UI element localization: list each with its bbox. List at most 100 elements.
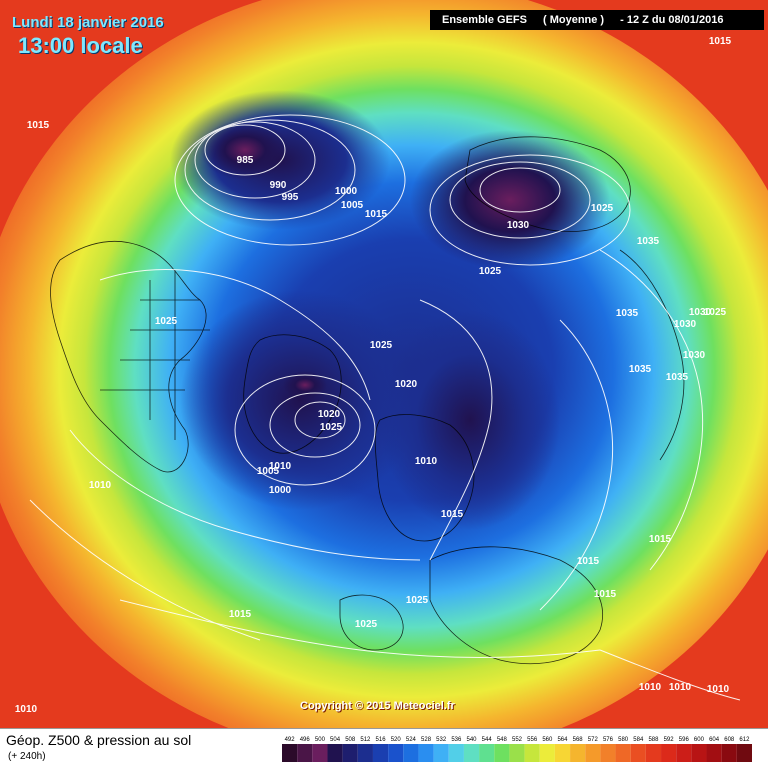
isobar-pressure-label: 1030 — [507, 220, 530, 231]
isobar-pressure-label: 985 — [237, 155, 254, 166]
legend-value-label: 564 — [557, 737, 568, 743]
legend-value-label: 500 — [315, 737, 326, 743]
legend-color-swatch — [706, 744, 722, 762]
isobar-pressure-label: 1035 — [616, 308, 639, 319]
isobar-pressure-label: 1030 — [683, 350, 706, 361]
greenland-trough — [180, 290, 420, 510]
legend-color-swatch — [554, 744, 571, 762]
forecast-hour: (+ 240h) — [8, 751, 46, 762]
map-title: Géop. Z500 & pression au sol — [6, 732, 192, 748]
legend-value-label: 588 — [648, 737, 659, 743]
legend-color-swatch — [585, 744, 601, 762]
legend-value-label: 520 — [391, 737, 402, 743]
legend-value-label: 528 — [421, 737, 432, 743]
legend-value-label: 592 — [664, 737, 675, 743]
legend-color-swatch — [615, 744, 631, 762]
isobar-pressure-label: 1015 — [365, 209, 388, 220]
legend-value-label: 492 — [285, 737, 296, 743]
legend-color-swatch — [418, 744, 434, 762]
isobar-pressure-label: 1025 — [479, 266, 502, 277]
legend-color-swatch — [539, 744, 555, 762]
legend-color-swatch — [312, 744, 328, 762]
legend-value-label: 600 — [694, 737, 705, 743]
legend-value-label: 568 — [573, 737, 584, 743]
isobar-pressure-label: 990 — [270, 180, 287, 191]
isobar-pressure-label: 1010 — [89, 480, 112, 491]
legend-value-label: 556 — [527, 737, 538, 743]
legend-value-label: 532 — [436, 737, 447, 743]
scandinavian-trough — [380, 310, 560, 530]
isobar-pressure-label: 1015 — [27, 120, 50, 131]
legend-value-label: 512 — [360, 737, 371, 743]
legend-value-label: 608 — [724, 737, 735, 743]
map-footer: Géop. Z500 & pression au sol (+ 240h) 49… — [0, 728, 768, 768]
legend-color-swatch — [630, 744, 646, 762]
isobar-pressure-label: 1015 — [441, 509, 464, 520]
legend-color-swatch — [403, 744, 419, 762]
isobar-pressure-label: 1025 — [320, 422, 343, 433]
isobar-pressure-label: 1005 — [341, 200, 364, 211]
legend-value-label: 496 — [300, 737, 311, 743]
legend-color-swatch — [297, 744, 313, 762]
isobar-pressure-label: 1000 — [335, 186, 358, 197]
pacific-vortex — [200, 120, 290, 180]
isobar-pressure-label: 1035 — [666, 372, 689, 383]
model-variant: ( Moyenne ) — [542, 14, 605, 26]
legend-color-swatch — [388, 744, 404, 762]
isobar-pressure-label: 1015 — [649, 534, 672, 545]
isobar-pressure-label: 1025 — [355, 619, 378, 630]
legend-color-swatch — [282, 744, 298, 762]
greenland-vortex — [283, 371, 327, 399]
isobar-pressure-label: 1030 — [689, 307, 712, 318]
isobar-pressure-label: 1025 — [155, 316, 178, 327]
isobar-pressure-label: 1020 — [395, 379, 418, 390]
model-info-box: Ensemble GEFS ( Moyenne ) - 12 Z du 08/0… — [430, 10, 764, 30]
legend-color-swatch — [645, 744, 662, 762]
legend-color-swatch — [524, 744, 540, 762]
legend-value-label: 596 — [679, 737, 690, 743]
legend-value-label: 508 — [345, 737, 356, 743]
isobar-pressure-label: 1025 — [704, 307, 727, 318]
legend-color-swatch — [600, 744, 616, 762]
isobar-pressure-label: 1030 — [674, 319, 697, 330]
isobar-pressure-label: 1025 — [591, 203, 614, 214]
isobar-pressure-label: 1010 — [415, 456, 438, 467]
legend-color-swatch — [691, 744, 707, 762]
isobar-pressure-label: 1010 — [669, 682, 692, 693]
legend-value-label: 540 — [467, 737, 478, 743]
legend-color-swatch — [342, 744, 358, 762]
siberian-vortex — [410, 130, 610, 270]
isobar-pressure-label: 1005 — [257, 466, 280, 477]
legend-value-label: 536 — [451, 737, 462, 743]
isobar-pressure-label: 1000 — [269, 485, 292, 496]
legend-value-label: 584 — [633, 737, 644, 743]
legend-value-label: 604 — [709, 737, 720, 743]
isobar-pressure-label: 1015 — [577, 556, 600, 567]
pressure-labels: 1015985990995100010051015103010251025103… — [15, 36, 732, 715]
legend-color-swatch — [433, 744, 449, 762]
legend-color-swatch — [463, 744, 480, 762]
legend-color-swatch — [448, 744, 464, 762]
legend-color-swatch — [676, 744, 692, 762]
legend-color-swatch — [721, 744, 737, 762]
legend-value-label: 524 — [406, 737, 417, 743]
isobar-pressure-label: 1010 — [15, 704, 38, 715]
model-name: Ensemble GEFS — [442, 14, 527, 26]
copyright-notice: Copyright © 2015 Meteociel.fr — [300, 700, 455, 712]
legend-value-label: 576 — [603, 737, 614, 743]
isobar-pressure-label: 1025 — [370, 340, 393, 351]
legend-color-swatch — [509, 744, 525, 762]
isobar-pressure-label: 1015 — [594, 589, 617, 600]
legend-color-swatch — [372, 744, 389, 762]
isobar-pressure-label: 1020 — [318, 409, 341, 420]
isobar-pressure-label: 1010 — [269, 461, 292, 472]
legend-color-swatch — [327, 744, 343, 762]
isobar-pressure-label: 1035 — [629, 364, 652, 375]
legend-value-label: 548 — [497, 737, 508, 743]
legend-value-label: 572 — [588, 737, 599, 743]
legend-value-label: 544 — [482, 737, 493, 743]
legend-color-swatch — [736, 744, 752, 762]
isobar-pressure-label: 1010 — [639, 682, 662, 693]
isobar-lines — [29, 114, 741, 701]
